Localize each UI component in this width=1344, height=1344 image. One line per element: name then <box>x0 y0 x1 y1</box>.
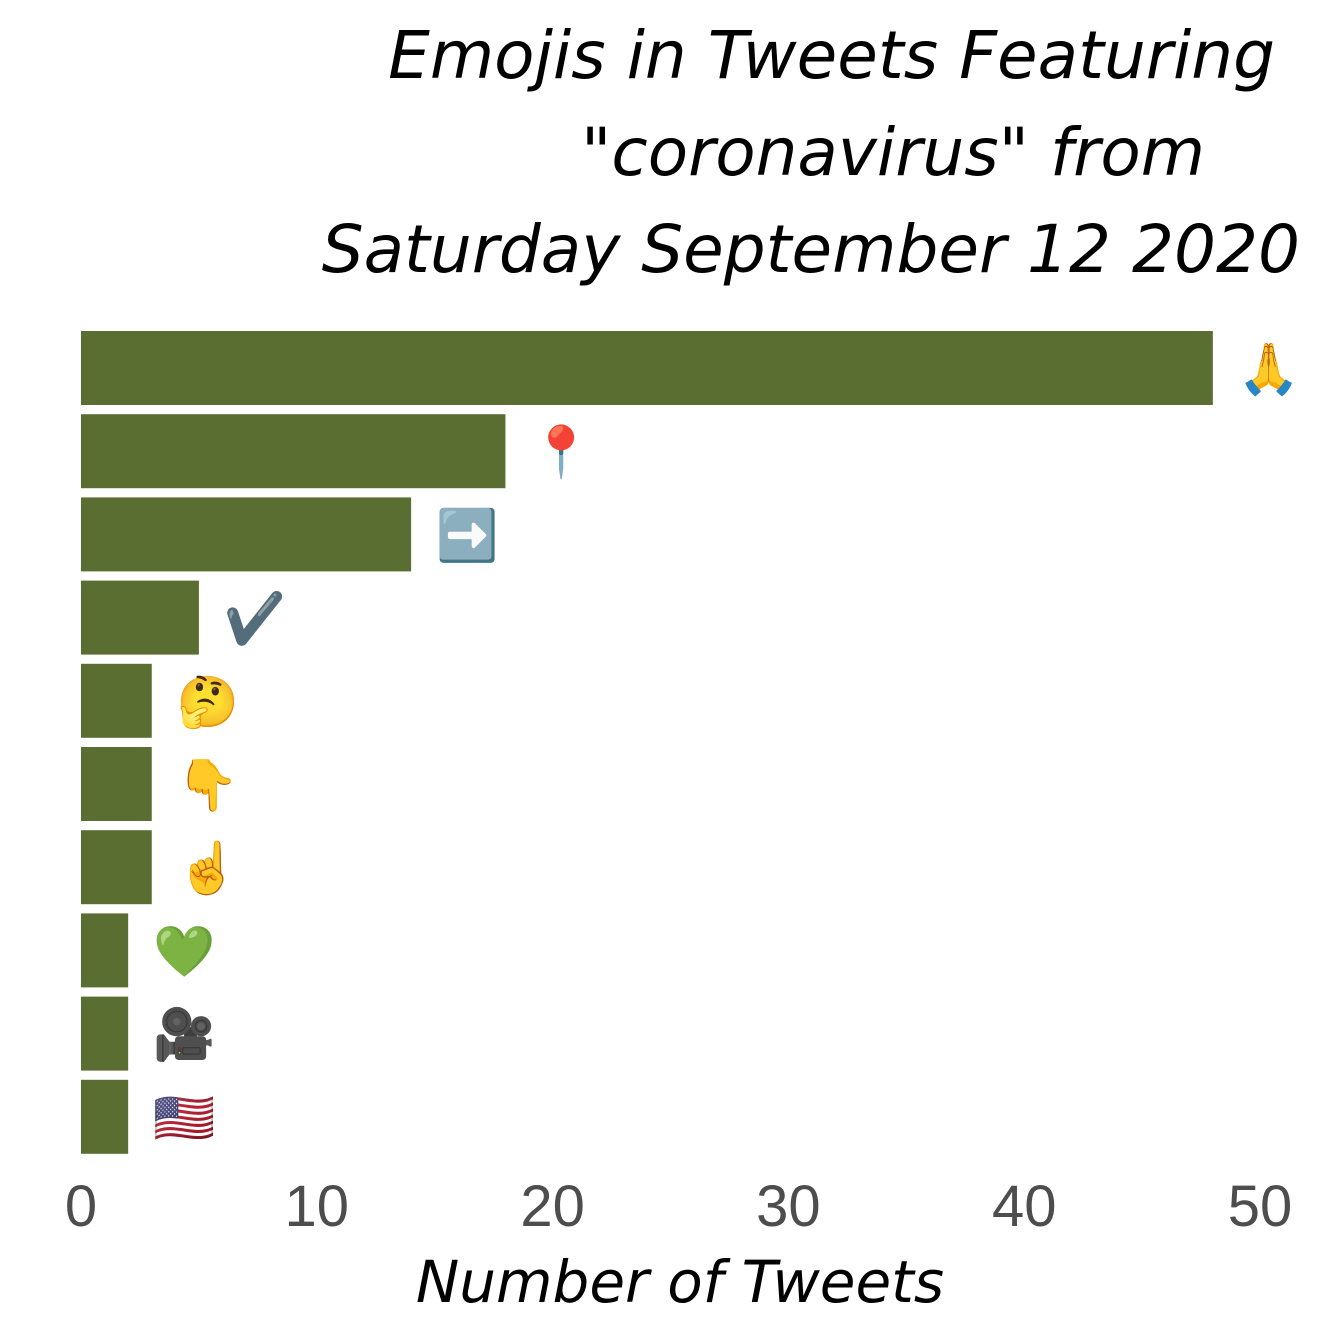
bars <box>81 331 1213 1154</box>
bar-label-6: ☝️ <box>177 838 239 898</box>
bar-label-7: 💚 <box>153 922 216 980</box>
bar-label-3: ✔️ <box>224 590 286 648</box>
x-tick-label-5: 50 <box>1228 1174 1293 1239</box>
bar-label-2: ➡️ <box>436 506 498 564</box>
bar-2 <box>81 497 412 572</box>
bar-label-9: 🇺🇸 <box>153 1089 215 1147</box>
bar-label-5: 👇 <box>177 756 239 815</box>
x-tick-label-4: 40 <box>992 1174 1057 1239</box>
bar-7 <box>81 913 129 988</box>
x-axis-ticks: 0 10 20 30 40 50 <box>65 1174 1292 1239</box>
x-tick-label-0: 0 <box>65 1174 97 1239</box>
bar-label-8: 🎥 <box>153 1006 215 1064</box>
bar-4 <box>81 663 152 738</box>
bar-5 <box>81 747 152 821</box>
x-axis-title: Number of Tweets <box>416 1248 944 1316</box>
bar-1 <box>81 414 506 489</box>
chart-title-line-3: Saturday September 12 2020 <box>322 211 1300 288</box>
bar-8 <box>81 996 129 1071</box>
chart-title-line-1: Emojis in Tweets Featuring <box>388 17 1275 94</box>
bar-0 <box>81 331 1213 405</box>
bar-label-1: 📍 <box>530 423 592 481</box>
bar-label-4: 🤔 <box>177 673 239 731</box>
bar-3 <box>81 580 199 655</box>
chart-title: Emojis in Tweets Featuring "coronavirus"… <box>322 17 1300 288</box>
bar-emoji-labels: 🙏 📍 ➡️ ✔️ 🤔 👇 ☝️ 💚 🎥 🇺🇸 <box>153 340 1300 1147</box>
bar-9 <box>81 1079 129 1154</box>
x-tick-label-2: 20 <box>520 1174 585 1239</box>
x-tick-label-3: 30 <box>756 1174 821 1239</box>
bar-label-0: 🙏 <box>1238 340 1300 398</box>
x-tick-label-1: 10 <box>285 1174 350 1239</box>
bar-6 <box>81 830 152 905</box>
chart-title-line-2: "coronavirus" from <box>581 114 1205 191</box>
